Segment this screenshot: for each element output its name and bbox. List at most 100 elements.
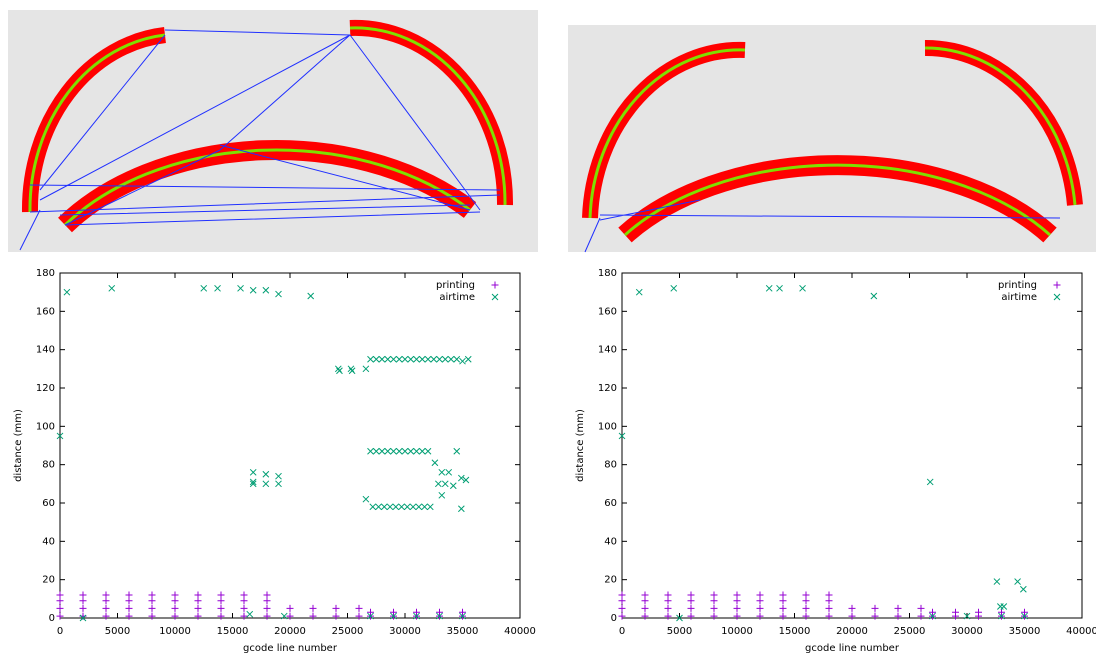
legend-label: airtime	[439, 292, 475, 303]
y-tick-label: 140	[598, 345, 617, 356]
data-point	[664, 604, 672, 612]
data-point	[367, 612, 374, 620]
data-point	[424, 447, 432, 455]
x-tick-label: 15000	[217, 626, 249, 637]
y-tick-label: 180	[36, 268, 55, 279]
data-point	[453, 355, 461, 363]
data-point	[431, 459, 439, 467]
data-point	[355, 612, 363, 620]
x-tick-label: 40000	[504, 626, 536, 637]
legend-marker	[491, 281, 499, 289]
legend-label: printing	[436, 280, 475, 291]
data-point	[459, 357, 466, 365]
data-point	[413, 355, 420, 363]
data-point	[249, 478, 257, 486]
data-point	[56, 604, 64, 612]
part-outline	[623, 163, 1052, 237]
data-point	[398, 503, 405, 511]
data-point	[56, 597, 64, 605]
data-point	[367, 447, 374, 455]
data-point	[871, 612, 879, 620]
data-point	[148, 597, 156, 605]
plot-frame	[59, 272, 521, 619]
data-point	[63, 288, 71, 296]
data-point	[421, 503, 428, 511]
data-point	[438, 468, 446, 476]
data-point	[453, 447, 461, 455]
data-point	[102, 612, 110, 620]
data-point	[390, 612, 397, 620]
data-point	[200, 284, 208, 292]
data-point	[240, 612, 248, 620]
data-point	[390, 355, 397, 363]
data-point	[395, 447, 403, 455]
y-tick-label: 60	[42, 498, 55, 509]
data-point	[664, 597, 672, 605]
y-tick-label: 120	[36, 383, 55, 394]
y-tick-label: 140	[36, 345, 55, 356]
x-tick-label: 40000	[1066, 626, 1096, 637]
data-point	[618, 612, 626, 620]
data-point	[372, 447, 380, 455]
data-point	[249, 468, 257, 476]
data-point	[733, 597, 741, 605]
data-point	[249, 480, 257, 488]
data-point	[418, 355, 426, 363]
data-point	[457, 505, 465, 513]
data-point	[462, 476, 470, 484]
data-point	[334, 365, 342, 373]
x-tick-label: 0	[619, 626, 625, 637]
x-tick-label: 20000	[836, 626, 868, 637]
data-point	[237, 284, 244, 292]
y-tick-label: 20	[42, 575, 55, 586]
legend-marker	[1053, 293, 1061, 301]
y-tick-label: 120	[598, 383, 617, 394]
data-point	[756, 597, 764, 605]
data-point	[449, 482, 457, 490]
part-outline	[28, 33, 166, 213]
y-tick-label: 80	[42, 460, 55, 471]
x-tick-label: 5000	[667, 626, 692, 637]
y-tick-label: 60	[604, 498, 617, 509]
y-axis-label: distance (mm)	[575, 409, 586, 482]
data-point	[664, 612, 672, 620]
y-tick-label: 100	[598, 421, 617, 432]
data-point	[802, 604, 810, 612]
data-point	[441, 480, 449, 488]
data-point	[464, 355, 472, 363]
data-point	[687, 597, 695, 605]
data-point	[779, 612, 787, 620]
data-point	[870, 292, 878, 300]
data-point	[779, 604, 787, 612]
x-tick-label: 10000	[721, 626, 753, 637]
data-point	[240, 597, 248, 605]
data-point	[799, 284, 806, 292]
data-point	[996, 603, 1004, 610]
data-point	[438, 491, 446, 499]
data-point	[436, 355, 443, 363]
data-point	[275, 472, 282, 480]
x-axis-label: gcode line number	[243, 643, 338, 654]
data-point	[263, 597, 271, 605]
data-point	[384, 355, 392, 363]
legend-label: airtime	[1001, 292, 1037, 303]
data-point	[194, 604, 202, 612]
data-point	[102, 597, 110, 605]
data-point	[401, 355, 409, 363]
data-point	[618, 597, 626, 605]
data-point	[407, 355, 415, 363]
part-outline	[63, 148, 471, 227]
data-point	[309, 604, 317, 612]
data-point	[380, 503, 388, 511]
data-point	[641, 597, 649, 605]
y-tick-label: 160	[598, 306, 617, 317]
x-tick-label: 0	[57, 626, 63, 637]
data-point	[125, 612, 133, 620]
x-tick-label: 35000	[447, 626, 479, 637]
data-point	[1000, 603, 1008, 610]
data-point	[108, 284, 116, 292]
plot: 0 20 40 60 80 100 120 140 160 180 0 5000 10000 15000 2…	[13, 268, 536, 654]
data-point	[378, 355, 386, 363]
data-point	[413, 612, 420, 620]
